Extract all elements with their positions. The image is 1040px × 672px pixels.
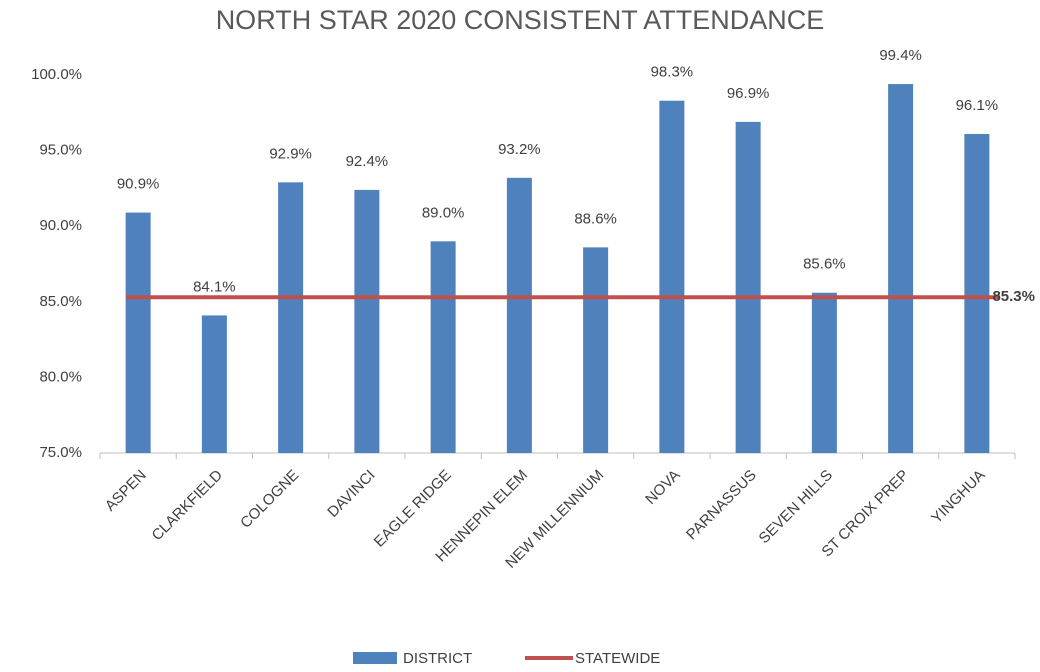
chart-title: NORTH STAR 2020 CONSISTENT ATTENDANCE	[216, 5, 825, 35]
data-label: 99.4%	[879, 47, 922, 64]
data-label: 88.6%	[574, 210, 617, 227]
x-tick-label: NOVA	[642, 467, 683, 508]
legend-label: DISTRICT	[403, 650, 472, 667]
y-tick-label: 85.0%	[39, 293, 82, 310]
y-tick-label: 90.0%	[39, 217, 82, 234]
data-label: 93.2%	[498, 141, 541, 158]
bar	[583, 247, 609, 453]
bar	[888, 84, 914, 454]
x-tick-label: EAGLE RIDGE	[371, 467, 455, 551]
data-label: 85.6%	[803, 256, 846, 273]
bar	[811, 292, 837, 453]
data-label: 85.3%	[992, 288, 1035, 305]
x-tick-label: ASPEN	[102, 467, 150, 515]
bar	[964, 133, 990, 453]
legend-label: STATEWIDE	[575, 650, 660, 667]
x-tick-label: COLOGNE	[237, 467, 302, 532]
y-tick-label: 80.0%	[39, 368, 82, 385]
x-tick-label: CLARKFIELD	[149, 466, 227, 544]
data-label: 90.9%	[117, 176, 160, 193]
bar	[125, 212, 151, 453]
data-label: 96.9%	[727, 85, 770, 102]
bar	[506, 177, 532, 454]
data-label: 89.0%	[422, 204, 465, 221]
bar	[278, 182, 304, 454]
bar	[430, 241, 456, 453]
data-label: 96.1%	[956, 97, 999, 114]
y-tick-label: 95.0%	[39, 142, 82, 159]
x-tick-label: YINGHUA	[928, 467, 988, 527]
bar	[659, 100, 685, 453]
data-label: 92.4%	[346, 153, 389, 170]
y-tick-label: 100.0%	[31, 66, 82, 83]
data-label: 92.9%	[269, 145, 312, 162]
bar	[735, 121, 761, 453]
legend-swatch	[353, 652, 397, 664]
data-label: 98.3%	[651, 64, 694, 81]
x-tick-label: PARNASSUS	[683, 467, 760, 544]
bar	[201, 315, 227, 453]
bar	[354, 189, 380, 454]
x-tick-label: SEVEN HILLS	[756, 467, 836, 547]
y-tick-label: 75.0%	[39, 444, 82, 461]
data-label: 84.1%	[193, 278, 236, 295]
x-tick-label: DAVINCI	[324, 467, 378, 521]
